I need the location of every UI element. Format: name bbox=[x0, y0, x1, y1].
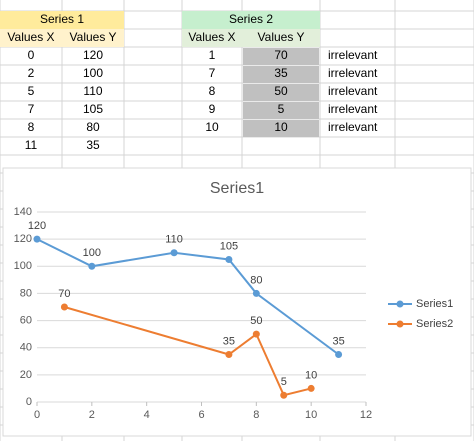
marker bbox=[280, 391, 288, 399]
y-tick-label: 0 bbox=[26, 396, 32, 408]
cell-fill bbox=[243, 120, 319, 137]
cell: 105 bbox=[83, 102, 103, 116]
cell: 5 bbox=[278, 102, 285, 116]
y-tick-label: 120 bbox=[14, 233, 32, 245]
marker bbox=[33, 235, 41, 243]
cell-fill bbox=[243, 66, 319, 83]
cell: 8 bbox=[28, 120, 35, 134]
cell: 10 bbox=[274, 120, 288, 134]
cell: irrelevant bbox=[328, 48, 378, 62]
data-label: 110 bbox=[165, 234, 183, 246]
cell: irrelevant bbox=[328, 66, 378, 80]
x-tick-label: 4 bbox=[144, 409, 150, 421]
marker bbox=[252, 330, 260, 338]
table-title: Series 1 bbox=[40, 12, 84, 26]
cell-fill bbox=[243, 84, 319, 101]
cell: 8 bbox=[209, 84, 216, 98]
cell: irrelevant bbox=[328, 84, 378, 98]
cell: 80 bbox=[86, 120, 100, 134]
cell-fill bbox=[243, 48, 319, 65]
y-tick-label: 100 bbox=[14, 260, 32, 272]
cell: 35 bbox=[86, 138, 100, 152]
marker bbox=[225, 256, 233, 263]
cell: 9 bbox=[209, 102, 216, 116]
cell: 50 bbox=[274, 84, 288, 98]
series-line bbox=[36, 238, 340, 356]
table-title-fill bbox=[182, 11, 320, 29]
y-tick-label: 140 bbox=[14, 206, 32, 218]
marker bbox=[335, 351, 343, 358]
cell: 70 bbox=[274, 48, 288, 62]
data-label: 100 bbox=[83, 247, 101, 259]
cell: 0 bbox=[28, 48, 35, 62]
chart-area bbox=[2, 167, 472, 437]
column-header: Values X bbox=[188, 30, 235, 44]
table-title: Series 2 bbox=[229, 12, 273, 26]
data-label: 70 bbox=[58, 288, 70, 300]
marker bbox=[225, 351, 233, 358]
x-tick-label: 10 bbox=[305, 409, 317, 421]
legend-marker bbox=[396, 300, 404, 308]
marker bbox=[252, 289, 260, 297]
legend-marker bbox=[396, 320, 404, 328]
x-tick-label: 2 bbox=[89, 409, 95, 421]
x-tick-label: 0 bbox=[34, 409, 40, 421]
marker bbox=[60, 303, 68, 311]
marker bbox=[88, 262, 96, 270]
x-tick-label: 8 bbox=[253, 409, 259, 421]
data-label: 80 bbox=[250, 274, 262, 286]
cell: irrelevant bbox=[328, 102, 378, 116]
data-label: 10 bbox=[305, 369, 317, 381]
y-tick-label: 60 bbox=[20, 314, 32, 326]
legend-label: Series2 bbox=[416, 318, 453, 330]
y-tick-label: 40 bbox=[20, 342, 32, 354]
y-tick-label: 20 bbox=[20, 369, 32, 381]
data-label: 35 bbox=[332, 335, 344, 347]
cell: irrelevant bbox=[328, 120, 378, 134]
cell: 120 bbox=[83, 48, 103, 62]
table-title-fill bbox=[0, 11, 124, 29]
x-tick-label: 6 bbox=[198, 409, 204, 421]
data-label: 120 bbox=[28, 220, 46, 232]
marker bbox=[170, 249, 178, 257]
cell: 1 bbox=[209, 48, 216, 62]
column-header: Values X bbox=[7, 30, 54, 44]
cell: 7 bbox=[28, 102, 35, 116]
cell: 35 bbox=[274, 66, 288, 80]
data-label: 50 bbox=[250, 315, 262, 327]
marker bbox=[307, 384, 315, 392]
x-tick-label: 12 bbox=[360, 409, 372, 421]
column-header: Values Y bbox=[258, 30, 305, 44]
cell: 2 bbox=[28, 66, 35, 80]
cell: 11 bbox=[25, 138, 38, 152]
cell: 110 bbox=[83, 84, 102, 98]
legend-label: Series1 bbox=[416, 298, 453, 310]
cell: 100 bbox=[83, 66, 103, 80]
data-label: 105 bbox=[220, 240, 238, 252]
header-fill bbox=[182, 29, 320, 47]
cell: 10 bbox=[205, 120, 219, 134]
header-fill bbox=[0, 29, 124, 47]
chart-title: Series1 bbox=[210, 180, 264, 197]
column-header: Values Y bbox=[70, 30, 117, 44]
y-tick-label: 80 bbox=[20, 287, 32, 299]
cell: 7 bbox=[209, 66, 216, 80]
cell-fill bbox=[243, 102, 319, 119]
cell: 5 bbox=[28, 84, 35, 98]
data-label: 35 bbox=[223, 335, 235, 347]
data-label: 5 bbox=[281, 376, 287, 388]
